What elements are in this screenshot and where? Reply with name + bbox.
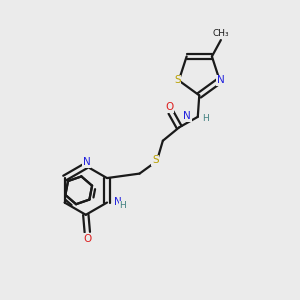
Text: O: O [165,102,173,112]
Text: S: S [174,76,181,85]
Text: H: H [202,114,209,123]
Text: N: N [114,197,121,207]
Text: N: N [83,157,91,167]
Text: O: O [83,234,92,244]
Text: H: H [119,201,126,210]
Text: CH₃: CH₃ [213,29,229,38]
Text: N: N [184,111,191,121]
Text: N: N [217,76,224,85]
Text: S: S [152,155,159,165]
